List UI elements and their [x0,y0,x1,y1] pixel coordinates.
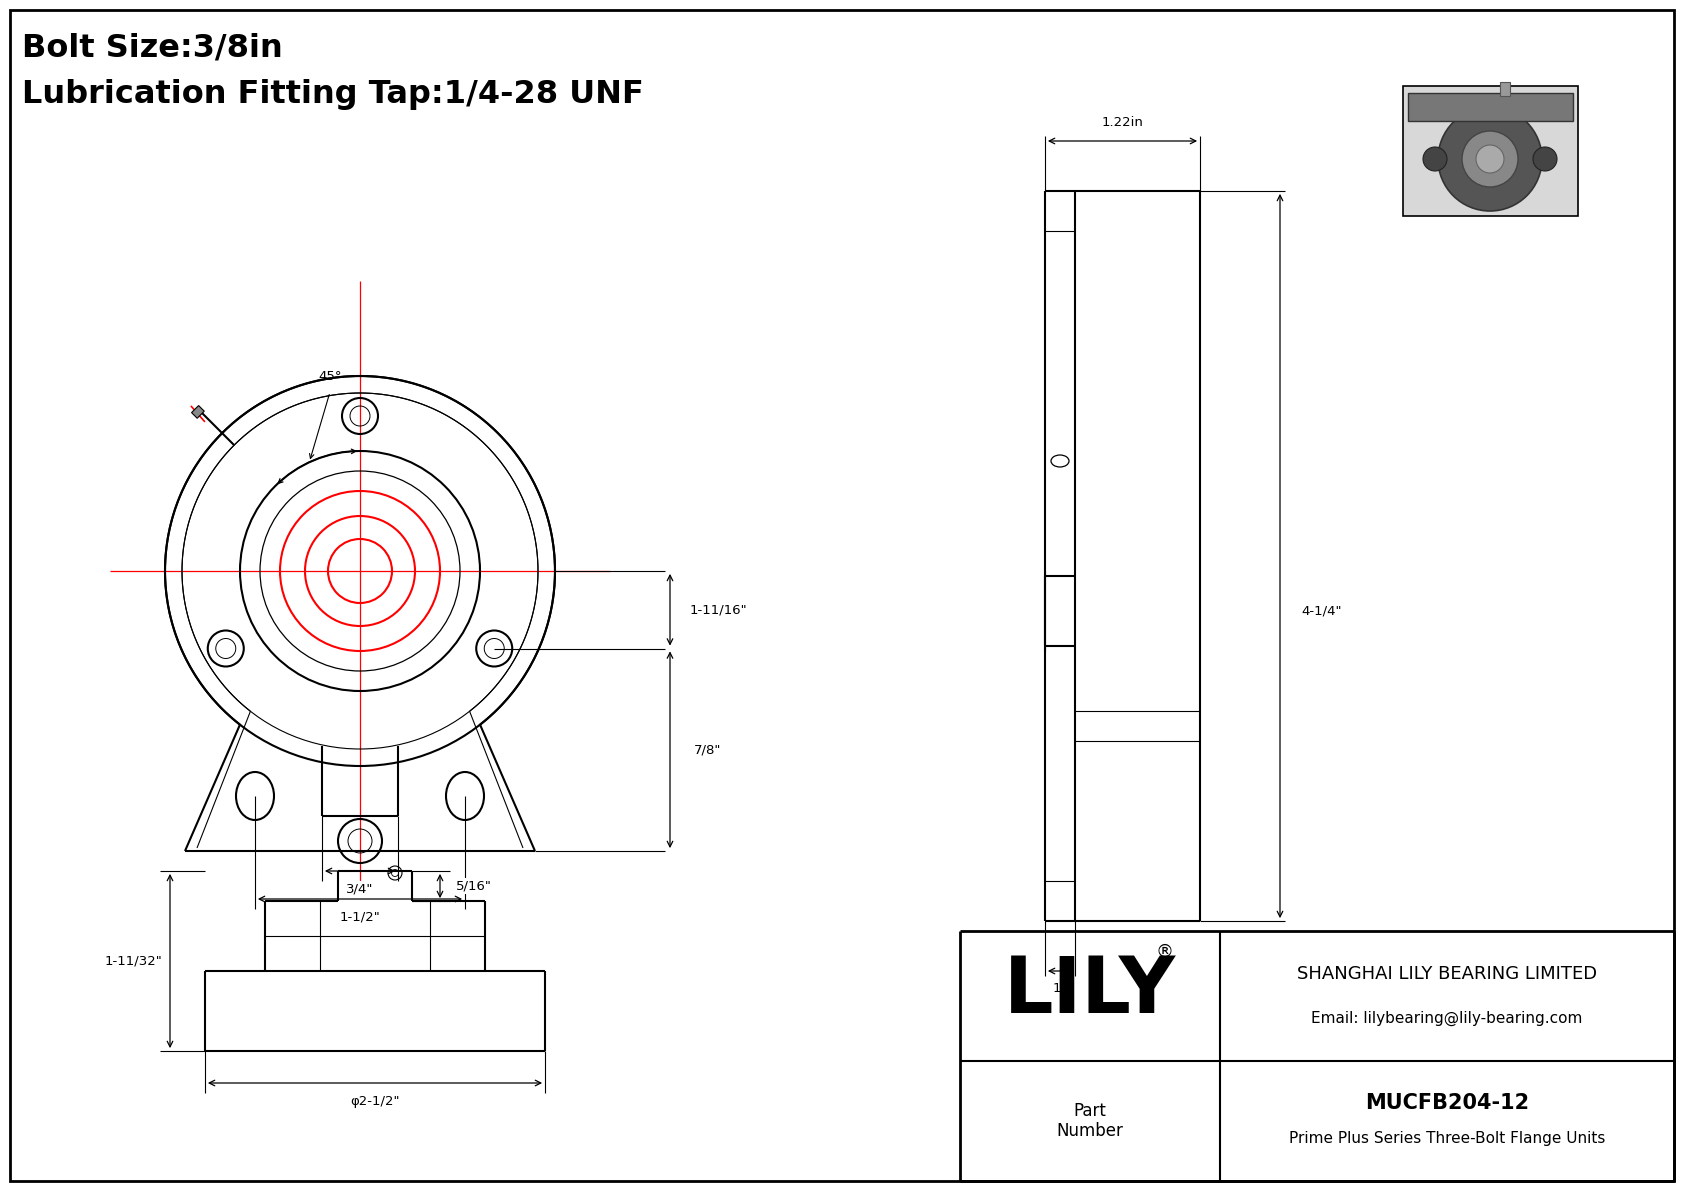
Text: 1": 1" [1052,983,1068,996]
Text: Lubrication Fitting Tap:1/4-28 UNF: Lubrication Fitting Tap:1/4-28 UNF [22,79,643,110]
Text: Prime Plus Series Three-Bolt Flange Units: Prime Plus Series Three-Bolt Flange Unit… [1288,1131,1605,1147]
Circle shape [1423,146,1447,172]
Text: Bolt Size:3/8in: Bolt Size:3/8in [22,33,283,64]
Text: 7/8": 7/8" [694,743,722,756]
Bar [1403,86,1578,216]
Text: Part
Number: Part Number [1056,1102,1123,1141]
Circle shape [1438,107,1543,211]
Text: 1.22in: 1.22in [1101,117,1143,130]
Text: 1-11/32": 1-11/32" [104,954,162,967]
Circle shape [1475,145,1504,173]
Text: 5/16": 5/16" [456,879,492,892]
Circle shape [1532,146,1558,172]
Text: 1-11/16": 1-11/16" [689,604,746,616]
Text: 45°: 45° [318,370,342,384]
Text: MUCFB204-12: MUCFB204-12 [1366,1093,1529,1114]
Bar [192,406,204,418]
Bar [1408,93,1573,121]
Text: LILY: LILY [1004,953,1175,1029]
Circle shape [1462,131,1517,187]
Text: 3/4": 3/4" [347,883,374,896]
Text: Email: lilybearing@lily-bearing.com: Email: lilybearing@lily-bearing.com [1312,1010,1583,1025]
Text: SHANGHAI LILY BEARING LIMITED: SHANGHAI LILY BEARING LIMITED [1297,965,1596,983]
Text: 1-1/2": 1-1/2" [340,910,381,923]
Text: ®: ® [1155,943,1174,961]
Bar [1500,82,1511,96]
Text: 4-1/4": 4-1/4" [1302,605,1342,617]
Text: φ2-1/2": φ2-1/2" [350,1095,399,1108]
